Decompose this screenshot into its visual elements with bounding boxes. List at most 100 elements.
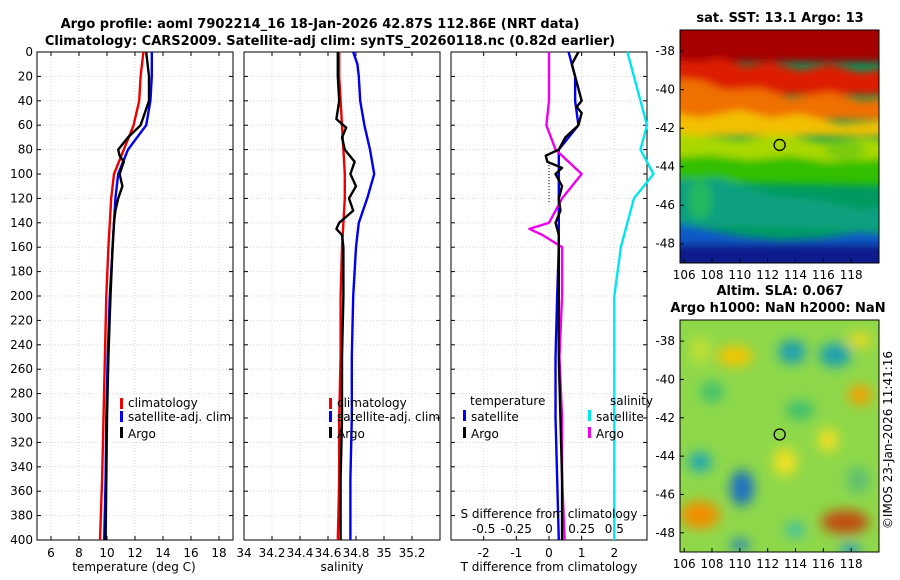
x-tick-label: 118 bbox=[840, 268, 863, 282]
sla-argo-marker bbox=[773, 428, 786, 441]
x-tick-label: 35.2 bbox=[399, 546, 426, 560]
x-tick-label: 114 bbox=[784, 557, 807, 571]
x-tick-label: 114 bbox=[784, 268, 807, 282]
sst-lime-band bbox=[680, 133, 879, 165]
sst-map-title: sat. SST: 13.1 Argo: 13 bbox=[696, 11, 863, 26]
sla-anomaly bbox=[785, 522, 805, 538]
y-tick-label: -46 bbox=[655, 198, 675, 212]
legend-label-t-argo: Argo bbox=[471, 427, 499, 441]
legend-swatch-s-argo bbox=[588, 427, 591, 438]
legend-label-t-satellite: satellite bbox=[471, 410, 519, 424]
series-line-satellite-adj-clim bbox=[349, 51, 376, 540]
y-tick-label: 160 bbox=[10, 240, 33, 254]
x-tick-label: 116 bbox=[812, 557, 835, 571]
y-tick-label: 360 bbox=[10, 484, 33, 498]
y-tick-label: 260 bbox=[10, 362, 33, 376]
sla-anomaly bbox=[773, 448, 797, 476]
sla-anomaly bbox=[848, 385, 872, 405]
x-tick-label: 18 bbox=[211, 546, 226, 560]
y-tick-label: 240 bbox=[10, 338, 33, 352]
x-tick-label: 34 bbox=[236, 546, 251, 560]
sst-orange-band bbox=[680, 78, 879, 120]
x-tick-label: 112 bbox=[756, 557, 779, 571]
temperature-xlabel: temperature (deg C) bbox=[72, 560, 195, 574]
legend-swatch-t-satellite bbox=[463, 410, 466, 421]
series-line-t-satellite bbox=[554, 51, 580, 541]
sla-anomaly bbox=[840, 544, 860, 552]
x-tick-label: -1 bbox=[510, 546, 522, 560]
sst-warm-band bbox=[680, 30, 879, 62]
y-tick-label: -44 bbox=[655, 449, 675, 463]
sst-map-frame bbox=[679, 29, 880, 264]
figure-title-line1: Argo profile: aoml 7902214_16 18-Jan-202… bbox=[61, 17, 580, 32]
sst-map bbox=[680, 30, 879, 263]
x-tick-label: 118 bbox=[840, 557, 863, 571]
x-tick-label: 116 bbox=[812, 268, 835, 282]
x-tick-label: 10 bbox=[99, 546, 114, 560]
series-line-s-argo bbox=[528, 52, 583, 541]
salinity-panel: 34 34.2 34.4 34.6 34.8 35 35.2 bbox=[236, 51, 441, 560]
x-tick-label: 6 bbox=[47, 546, 55, 560]
y-tick-label: 300 bbox=[10, 411, 33, 425]
sst-eddy bbox=[688, 180, 712, 220]
y-tick-label: -48 bbox=[655, 526, 675, 540]
x-tick-label: 8 bbox=[75, 546, 83, 560]
x-tick-label: 110 bbox=[728, 268, 751, 282]
series-line-argo bbox=[335, 52, 358, 540]
y-tick-label: -42 bbox=[655, 411, 675, 425]
series-line-argo bbox=[104, 51, 151, 541]
sst-eddy bbox=[825, 140, 865, 160]
sla-anomaly bbox=[690, 336, 710, 364]
x-tick-label: 34.4 bbox=[287, 546, 314, 560]
y-tick-label: 380 bbox=[10, 509, 33, 523]
x-tick-label: 14 bbox=[155, 546, 170, 560]
y-tick-label: 140 bbox=[10, 216, 33, 230]
series-line-s-satellite bbox=[613, 51, 655, 540]
y-tick-label: 0 bbox=[25, 45, 33, 59]
series-line-t-argo bbox=[544, 51, 583, 540]
y-tick-label: 280 bbox=[10, 387, 33, 401]
y-tick-label: -38 bbox=[655, 334, 675, 348]
salinity-legend: climatology satellite-adj. clim Argo bbox=[329, 396, 440, 441]
sla-map-subtitle: Argo h1000: NaN h2000: NaN bbox=[670, 301, 885, 316]
legend-label-s-satellite: satellite bbox=[596, 410, 644, 424]
x-tick-label: 34.8 bbox=[343, 546, 370, 560]
sla-anomaly bbox=[730, 470, 754, 506]
x-tick-label: 106 bbox=[673, 268, 696, 282]
sst-cold-band bbox=[680, 244, 879, 263]
y-tick-label: 180 bbox=[10, 265, 33, 279]
series-line-climatology bbox=[336, 52, 346, 541]
legend-label-argo: Argo bbox=[337, 427, 365, 441]
y-tick-label: -48 bbox=[655, 237, 675, 251]
y-tick-label: -40 bbox=[655, 372, 675, 386]
sla-anomaly bbox=[717, 346, 753, 366]
sla-anomaly bbox=[819, 343, 851, 367]
y-tick-label: 220 bbox=[10, 313, 33, 327]
y-tick-label: 100 bbox=[10, 167, 33, 181]
sla-anomaly bbox=[846, 466, 870, 494]
x-tick-label: 0 bbox=[545, 546, 553, 560]
legend-label-climatology: climatology bbox=[128, 396, 198, 410]
y-tick-label: 200 bbox=[10, 289, 33, 303]
y-tick-label: -44 bbox=[655, 160, 675, 174]
sla-anomaly bbox=[730, 539, 750, 551]
y-tick-label: -46 bbox=[655, 487, 675, 501]
x-tick-label: 2 bbox=[611, 546, 619, 560]
legend-label-climatology: climatology bbox=[337, 396, 407, 410]
difference-legend: temperature salinity satellite Argo sate… bbox=[463, 394, 653, 441]
sla-map-title: Altim. SLA: 0.067 bbox=[717, 284, 844, 299]
sla-field bbox=[680, 332, 872, 552]
s-tick-label: -0.5 bbox=[472, 522, 495, 536]
legend-swatch-climatology bbox=[120, 398, 123, 409]
legend-swatch-argo bbox=[120, 427, 123, 438]
x-tick-label: 108 bbox=[701, 268, 724, 282]
x-tick-label: 110 bbox=[728, 557, 751, 571]
x-tick-label: 1 bbox=[578, 546, 586, 560]
s-tick-label: 0.25 bbox=[568, 522, 595, 536]
legend-label-argo: Argo bbox=[128, 427, 156, 441]
series-line-climatology bbox=[98, 51, 145, 541]
difference-panel: -2 -1 0 1 2-0.5 -0.25 0 0.25 0.5 bbox=[450, 51, 655, 560]
sst-field bbox=[680, 30, 879, 263]
temperature-panel: 6 8 10 12 14 16 180204060801001201401601802002… bbox=[10, 45, 234, 560]
